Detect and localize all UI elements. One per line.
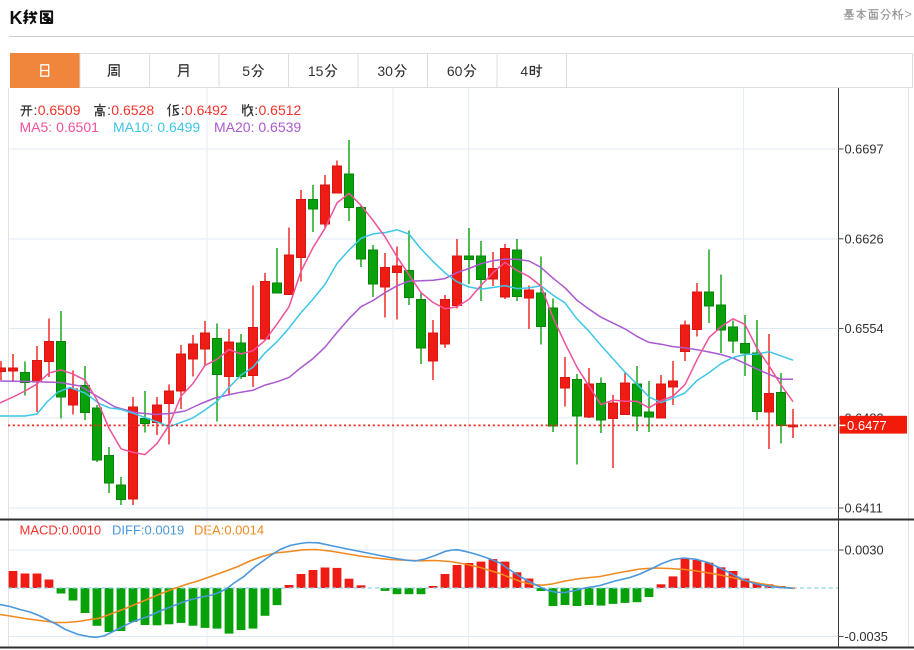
svg-text:MA20: 0.6539: MA20: 0.6539 — [214, 119, 301, 135]
svg-text:0.6477: 0.6477 — [847, 418, 887, 433]
svg-text:4: 4 — [520, 63, 528, 79]
svg-text::: : — [181, 102, 185, 118]
svg-text:0.6697: 0.6697 — [845, 142, 884, 157]
svg-text:30: 30 — [377, 63, 393, 79]
svg-text:MACD:0.0010: MACD:0.0010 — [20, 523, 102, 538]
svg-text:DIFF:0.0019: DIFF:0.0019 — [112, 523, 184, 538]
svg-text:0.6411: 0.6411 — [845, 501, 883, 516]
svg-text::: : — [254, 102, 258, 118]
svg-text:5: 5 — [242, 63, 250, 79]
svg-text:MA5: 0.6501: MA5: 0.6501 — [20, 119, 100, 135]
svg-text:0.0030: 0.0030 — [845, 543, 884, 558]
svg-text:15: 15 — [308, 63, 324, 79]
svg-text:60: 60 — [447, 63, 463, 79]
svg-text:-0.0035: -0.0035 — [845, 629, 888, 644]
svg-text:MA10: 0.6499: MA10: 0.6499 — [113, 119, 200, 135]
svg-text:0.6626: 0.6626 — [845, 231, 884, 246]
svg-text::: : — [107, 102, 111, 118]
svg-text:0.6554: 0.6554 — [845, 321, 884, 336]
svg-text:0.6512: 0.6512 — [259, 102, 302, 118]
svg-text:DEA:0.0014: DEA:0.0014 — [194, 523, 264, 538]
svg-text:0.6492: 0.6492 — [185, 102, 228, 118]
svg-text::: : — [34, 102, 38, 118]
svg-text:0.6528: 0.6528 — [111, 102, 154, 118]
svg-text:K: K — [10, 8, 23, 28]
svg-text:>: > — [905, 8, 912, 22]
svg-text:0.6509: 0.6509 — [38, 102, 81, 118]
